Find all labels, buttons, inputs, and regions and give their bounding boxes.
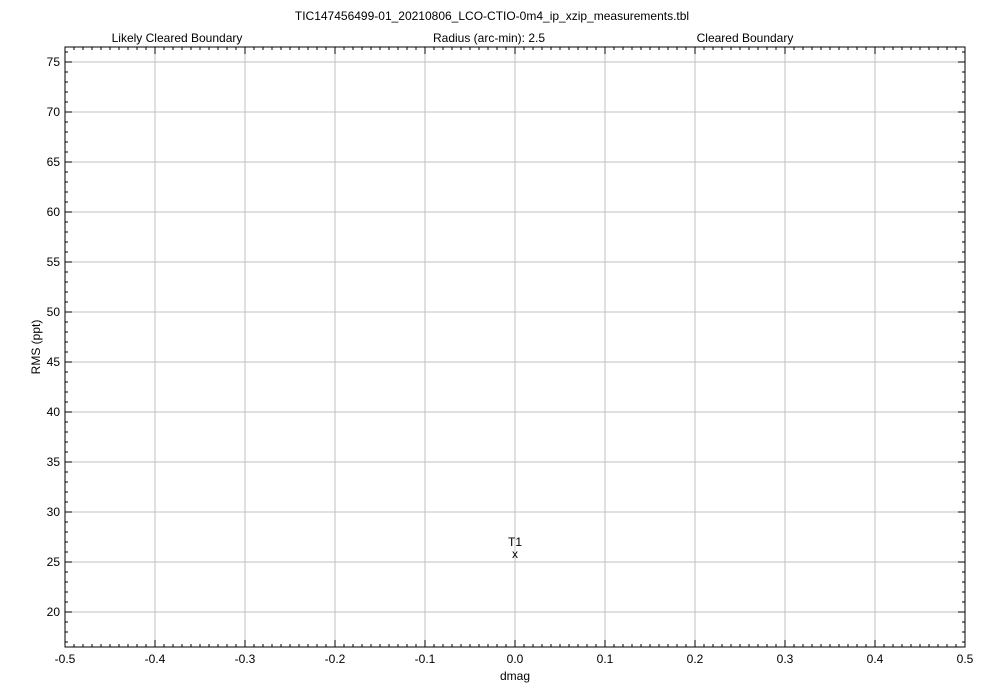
y-tick-labels: 20 25 30 35 40 45 50 55 60 65 70 75	[47, 55, 61, 619]
y-axis-label: RMS (ppt)	[29, 320, 43, 375]
y-tick-label: 20	[47, 605, 61, 619]
y-tick-label: 75	[47, 55, 61, 69]
x-tick-label: -0.3	[235, 652, 256, 666]
x-tick-label: 0.3	[777, 652, 794, 666]
x-tick-labels: -0.5 -0.4 -0.3 -0.2 -0.1 0.0 0.1 0.2 0.3 0.4 0.5	[55, 652, 974, 666]
x-axis-label: dmag	[500, 669, 530, 683]
x-tick-label: -0.4	[145, 652, 166, 666]
x-tick-label: -0.5	[55, 652, 76, 666]
likely-cleared-boundary-label: Likely Cleared Boundary	[112, 31, 243, 45]
plot-frame	[64, 46, 966, 648]
cleared-boundary-label: Cleared Boundary	[697, 31, 794, 45]
x-tick-label: -0.1	[415, 652, 436, 666]
x-tick-label: 0.1	[597, 652, 614, 666]
y-tick-label: 30	[47, 505, 61, 519]
x-tick-label: 0.5	[957, 652, 974, 666]
y-tick-label: 35	[47, 455, 61, 469]
x-tick-label: 0.2	[687, 652, 704, 666]
y-tick-label: 55	[47, 255, 61, 269]
y-tick-label: 25	[47, 555, 61, 569]
radius-label: Radius (arc-min): 2.5	[433, 31, 545, 45]
y-tick-label: 60	[47, 205, 61, 219]
x-tick-label: 0.0	[507, 652, 524, 666]
y-tick-label: 65	[47, 155, 61, 169]
y-tick-label: 40	[47, 405, 61, 419]
data-points: xT1	[508, 535, 522, 561]
x-tick-label: 0.4	[867, 652, 884, 666]
y-tick-label: 50	[47, 305, 61, 319]
y-tick-label: 45	[47, 355, 61, 369]
data-point-marker: x	[512, 547, 518, 561]
chart-title: TIC147456499-01_20210806_LCO-CTIO-0m4_ip…	[295, 9, 689, 23]
y-tick-label: 70	[47, 105, 61, 119]
x-tick-label: -0.2	[325, 652, 346, 666]
data-point-label: T1	[508, 535, 522, 549]
